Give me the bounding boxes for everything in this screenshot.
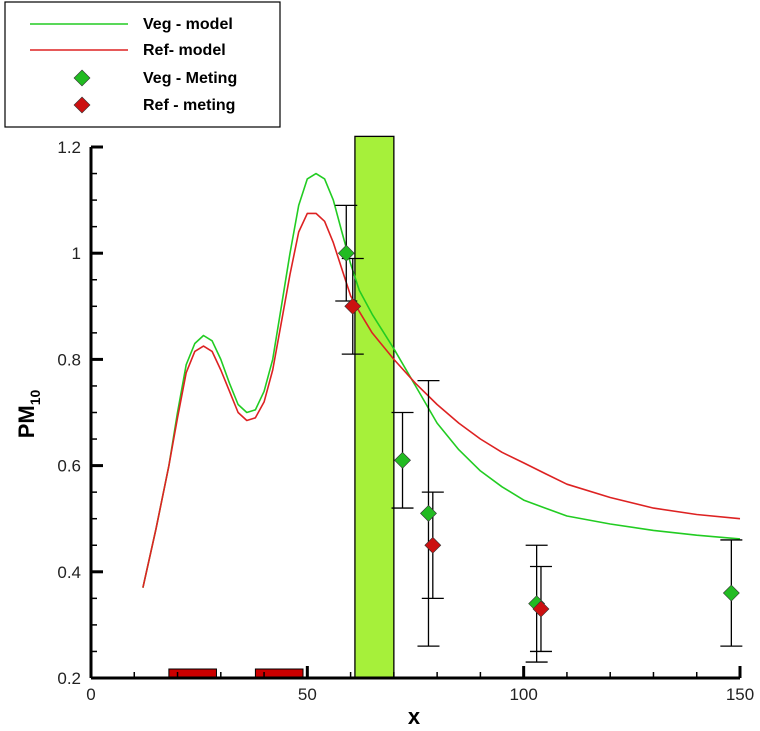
legend-swatch-marker [73,69,91,87]
y-tick-label: 0.8 [57,350,81,369]
y-tick-label: 0.2 [57,669,81,688]
legend: Veg - model Ref- model Veg - Meting Ref - m… [4,1,281,128]
data-point [722,584,740,602]
green-band [354,135,395,679]
series-line-0 [142,172,741,588]
y-axis-title-sub: 10 [27,390,43,406]
regions [168,135,395,679]
data-point [394,451,411,469]
axes: 0 50 100 150 0.2 0.4 0.6 0.8 1 1.2 [57,138,754,704]
data-point [344,297,362,315]
x-tick-label: 150 [726,685,754,704]
data-point [424,536,442,554]
x-axis-title: x [408,704,421,729]
legend-label: Veg - Meting [143,70,237,87]
y-axis-title: PM10 [14,390,43,439]
y-tick-label: 1 [72,244,81,263]
data-point [337,244,355,262]
legend-box [4,1,281,128]
legend-label: Veg - model [143,16,233,33]
y-axis-title-main: PM [14,405,39,438]
x-tick-label: 100 [509,685,537,704]
data-point [420,504,437,522]
y-tick-label: 1.2 [57,138,81,157]
data-point [532,600,550,618]
x-tick-label: 0 [86,685,95,704]
y-tick-label: 0.6 [57,457,81,476]
legend-label: Ref - meting [143,97,235,114]
legend-label: Ref- model [143,42,226,59]
measurement-points [335,204,743,663]
model-lines [142,172,741,588]
x-tick-label: 50 [298,685,317,704]
legend-swatch-marker [73,96,91,114]
series-line-1 [142,212,741,588]
y-tick-label: 0.4 [57,563,81,582]
